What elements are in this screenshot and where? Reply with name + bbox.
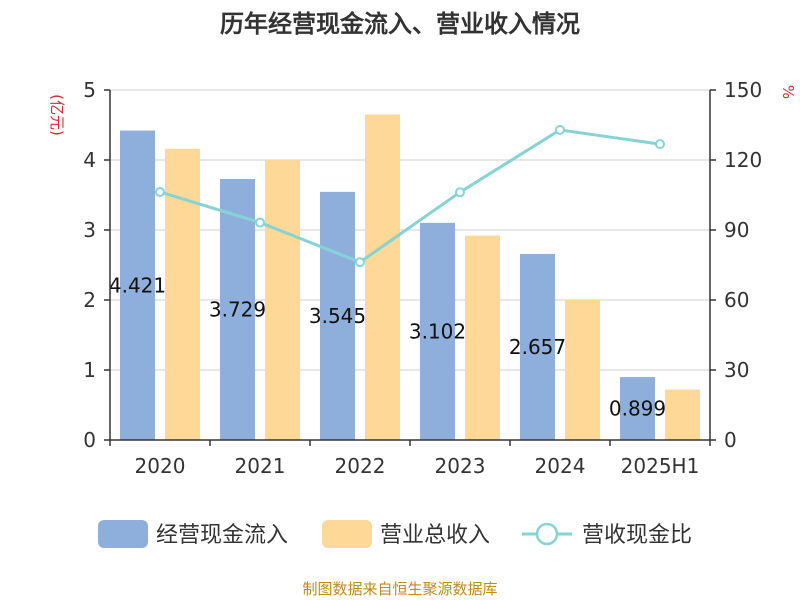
- line-point: [355, 257, 365, 268]
- data-label-cash-inflow: 3.102: [409, 319, 466, 343]
- bar-cash-inflow: [320, 191, 355, 440]
- x-tick-label: 2023: [435, 454, 486, 478]
- y-right-tick-label: 90: [724, 218, 749, 242]
- bar-revenue: [265, 160, 300, 440]
- bar-series: [120, 114, 700, 441]
- data-label-cash-inflow: 4.421: [109, 273, 166, 297]
- y-right-tick-label: 150: [724, 78, 762, 102]
- line-series: [155, 124, 665, 268]
- y-left-unit: (亿元): [48, 94, 66, 136]
- y-left-tick-label: 5: [83, 78, 96, 102]
- legend: 经营现金流入 营业总收入 营收现金比: [98, 520, 692, 548]
- line-point: [555, 124, 565, 135]
- bar-cash-inflow: [520, 254, 555, 440]
- legend-swatch-revenue: [322, 520, 372, 548]
- grid-lines: [110, 89, 710, 371]
- x-tick-label: 2024: [535, 454, 586, 478]
- legend-swatch-cash-inflow: [98, 520, 148, 548]
- bar-revenue: [165, 148, 200, 441]
- y-right-unit: %: [779, 85, 797, 99]
- y-left-tick-label: 4: [83, 148, 96, 172]
- data-label-cash-inflow: 3.729: [209, 297, 266, 321]
- data-labels: 4.421 3.729 3.545 3.102 2.657 0.899: [109, 273, 666, 420]
- bar-cash-inflow: [220, 178, 255, 440]
- y-right-tick-label: 0: [724, 428, 737, 452]
- legend-swatch-ratio-marker: [535, 522, 559, 546]
- y-right-tick-label: 30: [724, 358, 749, 382]
- line-point: [655, 139, 665, 150]
- line-point: [255, 217, 265, 228]
- y-right-tick-label: 60: [724, 288, 749, 312]
- bar-revenue: [365, 114, 400, 440]
- axes: 0 1 2 3 4 5 0 30 60 90 120 150 2020 2021 2022 2023 2024 2…: [83, 78, 762, 478]
- data-label-cash-inflow: 0.899: [609, 397, 666, 421]
- line-point: [155, 186, 165, 197]
- line-cash-revenue-ratio: [159, 128, 661, 264]
- bar-revenue: [665, 389, 700, 440]
- legend-label-revenue: 营业总收入: [380, 523, 490, 548]
- bar-cash-inflow: [120, 130, 155, 440]
- line-point: [455, 187, 465, 198]
- data-label-cash-inflow: 3.545: [309, 304, 366, 328]
- chart-title: 历年经营现金流入、营业收入情况: [220, 10, 580, 38]
- bar-revenue: [565, 300, 600, 440]
- bar-revenue: [465, 235, 500, 440]
- bar-cash-inflow: [420, 222, 455, 440]
- bar-cash-inflow: [620, 377, 655, 440]
- legend-label-ratio: 营收现金比: [582, 523, 692, 548]
- data-label-cash-inflow: 2.657: [509, 335, 566, 359]
- x-tick-label: 2021: [235, 454, 286, 478]
- x-tick-label: 2025H1: [621, 454, 700, 478]
- y-left-tick-label: 1: [83, 358, 96, 382]
- source-note: 制图数据来自恒生聚源数据库: [302, 580, 497, 598]
- x-tick-label: 2020: [135, 454, 186, 478]
- y-left-tick-label: 3: [83, 218, 96, 242]
- x-tick-label: 2022: [335, 454, 386, 478]
- y-right-tick-label: 120: [724, 148, 762, 172]
- y-left-tick-label: 2: [83, 288, 96, 312]
- y-left-tick-label: 0: [83, 428, 96, 452]
- legend-label-cash-inflow: 经营现金流入: [156, 523, 288, 548]
